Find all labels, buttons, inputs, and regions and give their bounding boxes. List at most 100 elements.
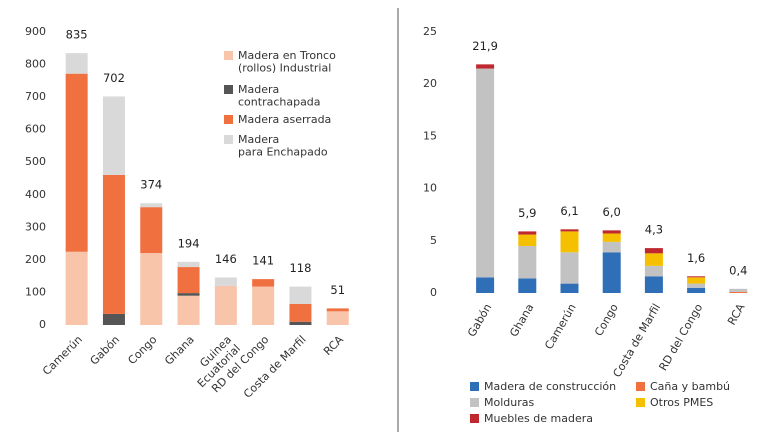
bar-segment — [560, 229, 579, 232]
y-tick-label: 20 — [423, 77, 437, 90]
bar-segment — [289, 286, 312, 304]
bar-segment — [602, 252, 621, 293]
legend-swatch — [224, 85, 233, 94]
bar-segment — [602, 230, 621, 234]
bar-segment — [518, 246, 537, 279]
bar-segment — [476, 277, 495, 293]
y-tick-label: 5 — [430, 234, 437, 247]
x-tick-label: Congo — [592, 301, 621, 338]
bar-segment — [65, 251, 88, 325]
legend-swatch — [224, 51, 233, 60]
x-tick-label: Ghana — [507, 302, 536, 340]
y-tick-label: 300 — [25, 220, 46, 233]
bar-segment — [729, 288, 748, 292]
legend-swatch — [636, 398, 645, 407]
bar-segment — [644, 265, 663, 277]
legend-label: Muebles de madera — [484, 412, 593, 425]
y-tick-label: 400 — [25, 188, 46, 201]
bar-segment — [518, 234, 537, 247]
legend-swatch — [470, 414, 479, 423]
bar-segment — [687, 283, 706, 288]
bar-segment — [602, 241, 621, 253]
legend-swatch — [224, 115, 233, 124]
y-tick-label: 25 — [423, 25, 437, 38]
total-label: 4,3 — [645, 223, 663, 237]
x-tick-label: Gabón — [465, 301, 494, 339]
x-tick-label: Ghana — [162, 333, 197, 368]
bar-segment — [65, 73, 88, 252]
total-label: 6,0 — [603, 205, 621, 219]
y-tick-label: 15 — [423, 129, 437, 142]
x-tick-label: RD del Congo — [657, 301, 706, 373]
total-label: 0,4 — [729, 263, 747, 277]
bar-segment — [102, 313, 125, 325]
legend-swatch — [224, 135, 233, 144]
bar-segment — [518, 278, 537, 293]
bar-segment — [214, 285, 237, 325]
y-tick-label: 200 — [25, 253, 46, 266]
x-tick-label: Gabón — [88, 333, 123, 368]
bar-segment — [644, 276, 663, 293]
legend-swatch — [636, 382, 645, 391]
bar-segment — [252, 286, 275, 325]
bar-segment — [140, 207, 163, 254]
bar-segment — [65, 53, 88, 74]
y-tick-label: 900 — [25, 25, 46, 38]
y-tick-label: 700 — [25, 90, 46, 103]
legend-swatch — [470, 382, 479, 391]
bar-segment — [687, 277, 706, 284]
legend-label: Madera de construcción — [484, 380, 616, 393]
bar-segment — [518, 231, 537, 235]
bar-segment — [214, 277, 237, 286]
legend-label: Otros PMES — [650, 396, 713, 409]
bar-segment — [102, 174, 125, 314]
total-label: 21,9 — [472, 39, 498, 53]
y-tick-label: 0 — [430, 286, 437, 299]
x-tick-label: RCA — [725, 301, 748, 327]
bar-segment — [602, 233, 621, 242]
total-label: 141 — [252, 254, 274, 268]
bar-segment — [560, 231, 579, 253]
bar-segment — [140, 203, 163, 208]
x-tick-label: Camerún — [542, 301, 578, 351]
x-tick-label: RCA — [321, 333, 346, 358]
bar-segment — [177, 267, 200, 294]
bar-segment — [177, 261, 200, 268]
bar-segment — [326, 311, 349, 325]
bar-segment — [289, 303, 312, 322]
total-label: 702 — [103, 71, 125, 85]
legend-label: Molduras — [484, 396, 534, 409]
x-tick-label: Camerún — [40, 333, 85, 378]
bar-segment — [644, 248, 663, 254]
bar-segment — [326, 308, 349, 312]
y-tick-label: 100 — [25, 285, 46, 298]
bar-segment — [289, 321, 312, 325]
legend-label: Madera en Tronco (rollos) Industrial — [238, 49, 336, 75]
bar-segment — [687, 276, 706, 278]
bar-segment — [560, 283, 579, 293]
legend-label: Caña y bambú — [650, 380, 730, 393]
total-label: 51 — [330, 283, 345, 297]
bar-segment — [252, 279, 275, 287]
bar-segment — [177, 295, 200, 325]
total-label: 1,6 — [687, 251, 705, 265]
bar-segment — [476, 64, 495, 69]
total-label: 374 — [140, 178, 162, 192]
legend-label: Madera aserrada — [238, 113, 331, 126]
bar-segment — [476, 68, 495, 278]
legend-label: Madera contrachapada — [238, 83, 321, 109]
total-label: 6,1 — [560, 204, 578, 218]
legend-label: Madera para Enchapado — [238, 133, 328, 159]
total-label: 5,9 — [518, 206, 536, 220]
bar-segment — [140, 253, 163, 325]
x-tick-label: Congo — [125, 333, 159, 367]
y-tick-label: 0 — [39, 318, 46, 331]
total-label: 146 — [215, 252, 237, 266]
y-tick-label: 800 — [25, 58, 46, 71]
total-label: 118 — [289, 261, 311, 275]
y-tick-label: 10 — [423, 182, 437, 195]
legend-swatch — [470, 398, 479, 407]
total-label: 194 — [178, 236, 200, 250]
bar-segment — [729, 291, 748, 293]
bar-segment — [177, 293, 200, 296]
